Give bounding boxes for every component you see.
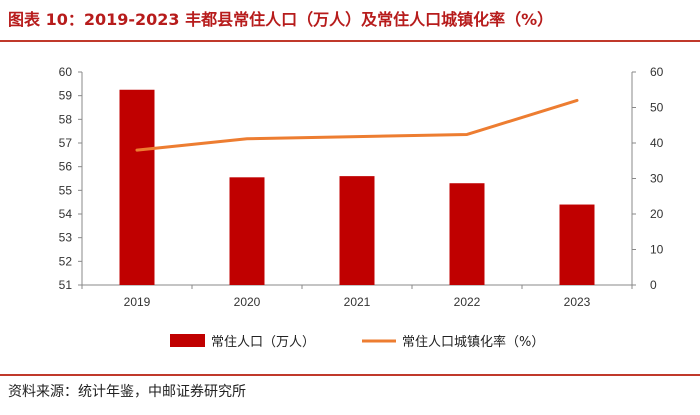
left-tick-label: 51: [59, 278, 73, 292]
left-tick-label: 57: [59, 136, 73, 150]
legend-line-label: 常住人口城镇化率（%）: [402, 334, 544, 350]
left-tick-label: 53: [59, 231, 73, 245]
left-tick-label: 52: [59, 254, 73, 268]
x-tick-label: 2022: [454, 295, 481, 309]
right-tick-label: 50: [650, 101, 664, 115]
x-tick-label: 2021: [344, 295, 371, 309]
source-note: 资料来源：统计年鉴，中邮证券研究所: [8, 384, 246, 400]
left-tick-label: 59: [59, 89, 73, 103]
right-tick-label: 10: [650, 243, 664, 257]
title-divider: [0, 40, 700, 42]
left-tick-label: 58: [59, 112, 73, 126]
chart-title: 图表 10：2019-2023 丰都县常住人口（万人）及常住人口城镇化率（%）: [8, 10, 554, 29]
right-tick-label: 60: [650, 65, 664, 79]
bar-2022: [449, 183, 485, 285]
chart-legend: 常住人口（万人） 常住人口城镇化率（%）: [170, 334, 544, 350]
right-tick-label: 20: [650, 207, 664, 221]
bar-2023: [559, 204, 595, 285]
x-tick-label: 2023: [564, 295, 591, 309]
bar-2021: [339, 176, 375, 285]
left-tick-label: 56: [59, 160, 73, 174]
left-tick-label: 54: [59, 207, 73, 221]
bar-2020: [229, 177, 265, 285]
legend-bar-label: 常住人口（万人）: [211, 335, 315, 350]
source-divider: [0, 374, 700, 376]
x-tick-label: 2020: [234, 295, 261, 309]
right-tick-label: 40: [650, 136, 664, 150]
bar-2019: [119, 89, 155, 285]
left-tick-label: 55: [59, 183, 73, 197]
bar-series: [119, 89, 595, 285]
right-tick-label: 0: [650, 278, 657, 292]
line-series: [135, 98, 579, 152]
left-tick-label: 60: [59, 65, 73, 79]
x-tick-label: 2019: [124, 295, 151, 309]
combo-chart: 51 52 53 54 55 56 57 58 59 60 0 10 20 30 40 50 60 2019 202…: [59, 65, 664, 350]
right-tick-label: 30: [650, 172, 664, 186]
legend-bar-swatch: [170, 334, 205, 347]
urbanization-line: [135, 98, 579, 152]
